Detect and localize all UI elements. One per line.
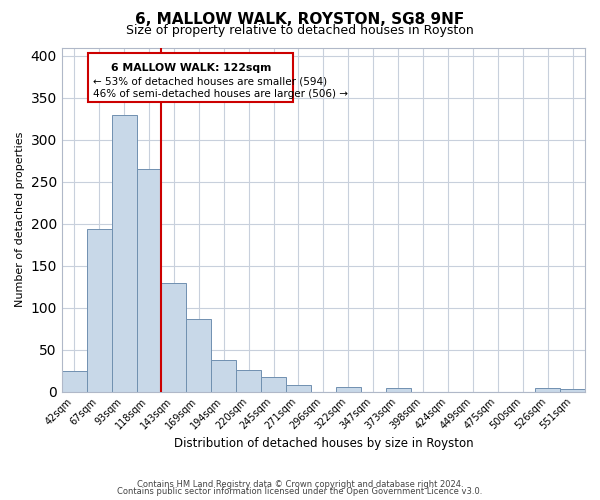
Bar (336, 388, 361, 392)
Y-axis label: Number of detached properties: Number of detached properties (15, 132, 25, 308)
Bar (386, 388, 410, 392)
Text: ← 53% of detached houses are smaller (594): ← 53% of detached houses are smaller (59… (93, 76, 327, 86)
Text: Size of property relative to detached houses in Royston: Size of property relative to detached ho… (126, 24, 474, 37)
Bar (211, 360, 236, 392)
Bar (286, 385, 311, 392)
Bar (62, 370, 87, 392)
Text: 6, MALLOW WALK, ROYSTON, SG8 9NF: 6, MALLOW WALK, ROYSTON, SG8 9NF (136, 12, 464, 26)
Bar (87, 229, 112, 392)
Text: 46% of semi-detached houses are larger (506) →: 46% of semi-detached houses are larger (… (93, 88, 348, 99)
Bar (161, 282, 187, 392)
Bar (560, 389, 585, 392)
Bar (261, 376, 286, 392)
Bar (187, 318, 211, 392)
X-axis label: Distribution of detached houses by size in Royston: Distribution of detached houses by size … (173, 437, 473, 450)
Bar (535, 388, 560, 392)
FancyBboxPatch shape (88, 54, 293, 102)
Bar (112, 116, 137, 392)
Text: 6 MALLOW WALK: 122sqm: 6 MALLOW WALK: 122sqm (110, 64, 271, 74)
Text: Contains HM Land Registry data © Crown copyright and database right 2024.: Contains HM Land Registry data © Crown c… (137, 480, 463, 489)
Bar (137, 169, 161, 392)
Text: Contains public sector information licensed under the Open Government Licence v3: Contains public sector information licen… (118, 488, 482, 496)
Bar (236, 370, 261, 392)
